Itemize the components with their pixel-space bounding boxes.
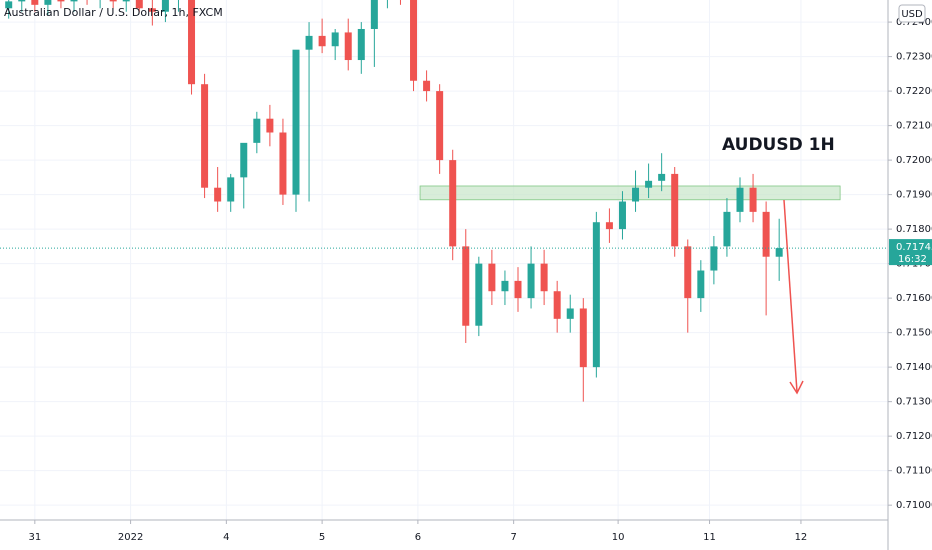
currency-box[interactable] bbox=[898, 4, 926, 23]
candle-body bbox=[710, 246, 718, 271]
candle-body bbox=[344, 32, 352, 61]
candle-body bbox=[188, 0, 196, 85]
annotation: AUDUSD 1H bbox=[722, 135, 835, 155]
candle-body bbox=[762, 211, 770, 257]
candle-body bbox=[566, 308, 574, 319]
x-tick-label: 5 bbox=[319, 532, 325, 543]
candle-body bbox=[18, 0, 26, 2]
candle-body bbox=[318, 35, 326, 47]
candle-body bbox=[370, 0, 378, 29]
plot-area bbox=[0, 0, 888, 402]
arrow-line bbox=[783, 199, 798, 393]
x-tick-label: 12 bbox=[795, 532, 808, 543]
currency-label[interactable]: USD bbox=[901, 9, 923, 20]
candle-body bbox=[449, 160, 457, 247]
candle-body bbox=[618, 201, 626, 230]
arrow-head bbox=[789, 380, 804, 395]
candle-body bbox=[292, 49, 300, 195]
candle-body bbox=[645, 180, 653, 188]
candle-body bbox=[527, 263, 535, 299]
candle-body bbox=[749, 187, 757, 212]
candle-body bbox=[331, 32, 339, 47]
candle-body bbox=[423, 80, 431, 92]
candle-body bbox=[161, 0, 169, 12]
candle-body bbox=[723, 211, 731, 247]
candle-body bbox=[70, 0, 78, 2]
candle-body bbox=[540, 263, 548, 292]
arrow bbox=[783, 199, 804, 395]
candle-body bbox=[305, 35, 313, 50]
candle-body bbox=[279, 132, 287, 195]
last-price-label: 0.71745 bbox=[896, 242, 932, 253]
candle-body bbox=[736, 187, 744, 212]
candle-body bbox=[227, 177, 235, 202]
candle-body bbox=[135, 0, 143, 9]
candle-body bbox=[109, 0, 117, 2]
candle-body bbox=[214, 187, 222, 202]
candle-body bbox=[501, 280, 509, 292]
x-tick-label: 31 bbox=[28, 532, 41, 543]
candle-body bbox=[240, 142, 248, 178]
candle-body bbox=[605, 222, 613, 230]
candle-body bbox=[253, 118, 261, 143]
candle-body bbox=[684, 246, 692, 299]
chart-title: Australian Dollar / U.S. Dollar, 1h, FXC… bbox=[4, 6, 223, 19]
candle-body bbox=[357, 28, 365, 61]
candle-body bbox=[462, 246, 470, 326]
candle-body bbox=[658, 173, 666, 181]
candle-body bbox=[266, 118, 274, 133]
y-tick-label: 0.72400 bbox=[896, 17, 932, 28]
x-tick-label: 10 bbox=[612, 532, 625, 543]
candle-body bbox=[775, 248, 783, 257]
candle-body bbox=[671, 173, 679, 247]
candle-body bbox=[697, 270, 705, 299]
x-tick-label: 4 bbox=[223, 532, 229, 543]
candle-body bbox=[436, 91, 444, 161]
candle-body bbox=[553, 291, 561, 319]
candle-body bbox=[514, 280, 522, 299]
countdown-label: 16:32 bbox=[898, 254, 927, 265]
candle-body bbox=[122, 0, 130, 2]
x-tick-label: 11 bbox=[703, 532, 716, 543]
candle-body bbox=[579, 308, 587, 368]
candle-body bbox=[31, 0, 39, 5]
candle-body bbox=[44, 0, 52, 5]
x-tick-label: 7 bbox=[510, 532, 516, 543]
candle-body bbox=[632, 187, 640, 202]
candle-body bbox=[5, 1, 13, 9]
last-price-box bbox=[889, 239, 932, 266]
candle-body bbox=[148, 8, 156, 12]
candle-body bbox=[592, 222, 600, 368]
candle-body bbox=[475, 263, 483, 326]
x-tick-label: 2022 bbox=[118, 532, 143, 543]
candle-body bbox=[488, 263, 496, 292]
candle-body bbox=[57, 0, 65, 2]
x-tick-label: 6 bbox=[415, 532, 421, 543]
support-zone bbox=[419, 185, 841, 201]
candle-body bbox=[410, 0, 418, 81]
candle-body bbox=[201, 84, 209, 188]
